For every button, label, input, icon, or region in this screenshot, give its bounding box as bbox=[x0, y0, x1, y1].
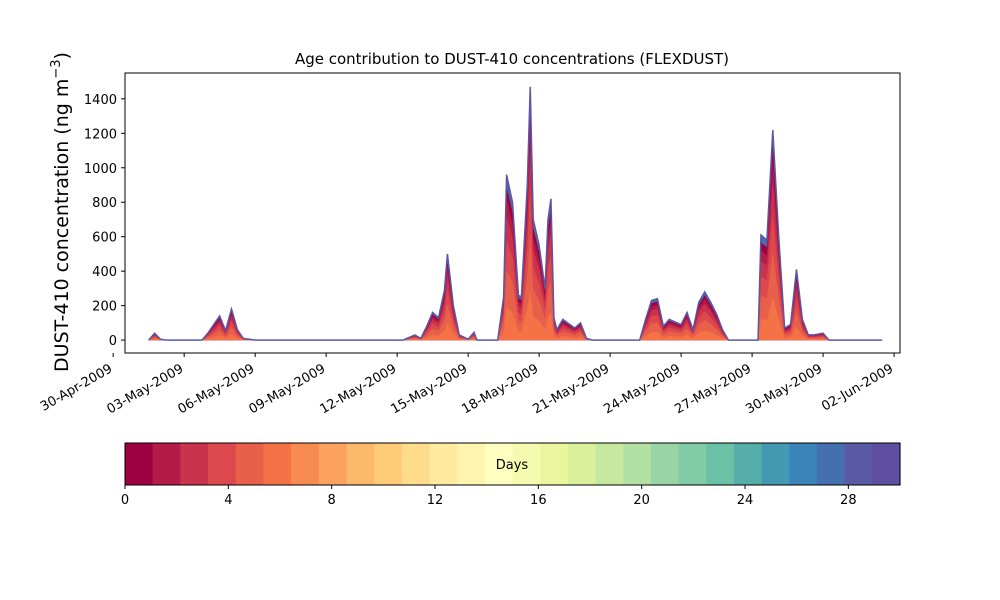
colorbar-tick-label: 12 bbox=[427, 493, 444, 508]
x-tick-label: 27-May-2009 bbox=[672, 361, 754, 417]
x-tick-label: 06-May-2009 bbox=[175, 361, 257, 417]
colorbar-swatch bbox=[263, 443, 292, 485]
colorbar-swatch bbox=[346, 443, 375, 485]
colorbar-swatch bbox=[484, 443, 514, 485]
colorbar-tick-label: 8 bbox=[328, 493, 336, 508]
y-axis-label-close: ) bbox=[51, 52, 73, 59]
colorbar-tick-label: 0 bbox=[121, 493, 129, 508]
x-tick-label: 24-May-2009 bbox=[601, 361, 683, 417]
colorbar-swatch bbox=[844, 443, 873, 485]
y-axis-label-main: DUST-410 concentration (ng m bbox=[51, 79, 73, 372]
plot-area bbox=[148, 86, 883, 341]
x-tick-label: 12-May-2009 bbox=[317, 361, 399, 417]
y-tick-label: 800 bbox=[92, 196, 117, 211]
colorbar-swatch bbox=[540, 443, 569, 485]
colorbar-swatch bbox=[512, 443, 541, 485]
y-tick-label: 1400 bbox=[84, 93, 117, 108]
x-tick-label: 21-May-2009 bbox=[530, 361, 612, 417]
colorbar-swatch bbox=[678, 443, 707, 485]
colorbar-swatch bbox=[761, 443, 790, 485]
colorbar-tick-label: 24 bbox=[737, 493, 754, 508]
colorbar bbox=[125, 443, 901, 485]
area-band-6 bbox=[148, 289, 883, 341]
colorbar-tick-label: 20 bbox=[633, 493, 650, 508]
colorbar-swatch bbox=[623, 443, 652, 485]
colorbar-swatch bbox=[650, 443, 680, 485]
y-tick-label: 600 bbox=[92, 231, 117, 246]
colorbar-tick-label: 4 bbox=[224, 493, 232, 508]
colorbar-tick-label: 16 bbox=[530, 493, 547, 508]
colorbar-swatch bbox=[318, 443, 348, 485]
y-axis-label-sup: −3 bbox=[49, 59, 64, 78]
x-tick-label: 18-May-2009 bbox=[459, 361, 541, 417]
colorbar-swatch bbox=[789, 443, 818, 485]
x-tick-label: 03-May-2009 bbox=[104, 361, 186, 417]
colorbar-swatch bbox=[180, 443, 209, 485]
series-line-total bbox=[148, 86, 883, 341]
x-tick-label: 30-Apr-2009 bbox=[38, 361, 115, 414]
colorbar-swatch bbox=[125, 443, 154, 485]
plot-frame bbox=[124, 72, 901, 354]
x-tick-label: 02-Jun-2009 bbox=[819, 361, 896, 414]
x-tick-label: 09-May-2009 bbox=[246, 361, 328, 417]
colorbar-swatch bbox=[374, 443, 403, 485]
y-tick-label: 1200 bbox=[84, 127, 117, 142]
y-tick-label: 400 bbox=[92, 265, 117, 280]
colorbar-swatch bbox=[208, 443, 237, 485]
colorbar-swatch bbox=[816, 443, 846, 485]
colorbar-label: Days bbox=[496, 458, 529, 473]
chart-title: Age contribution to DUST-410 concentrati… bbox=[295, 50, 729, 68]
colorbar-swatch bbox=[401, 443, 431, 485]
x-tick-label: 15-May-2009 bbox=[388, 361, 470, 417]
y-tick-label: 0 bbox=[109, 334, 117, 349]
colorbar-swatch bbox=[235, 443, 264, 485]
colorbar-swatch bbox=[872, 443, 901, 485]
colorbar-swatch bbox=[429, 443, 458, 485]
colorbar-swatch bbox=[152, 443, 181, 485]
colorbar-swatch bbox=[457, 443, 486, 485]
colorbar-swatch bbox=[595, 443, 624, 485]
colorbar-swatch bbox=[733, 443, 763, 485]
colorbar-tick-label: 28 bbox=[840, 493, 857, 508]
y-tick-label: 1000 bbox=[84, 162, 117, 177]
y-tick-label: 200 bbox=[92, 300, 117, 315]
area-band-5 bbox=[148, 233, 883, 341]
colorbar-frame bbox=[124, 442, 901, 486]
colorbar-swatch bbox=[291, 443, 320, 485]
y-axis-label: DUST-410 concentration (ng m−3) bbox=[49, 52, 73, 372]
colorbar-swatch bbox=[706, 443, 735, 485]
colorbar-swatch bbox=[567, 443, 597, 485]
colorbar-ticks: 0 4 8 12 16 20 24 28 bbox=[121, 485, 857, 508]
x-tick-label: 30-May-2009 bbox=[743, 361, 825, 417]
